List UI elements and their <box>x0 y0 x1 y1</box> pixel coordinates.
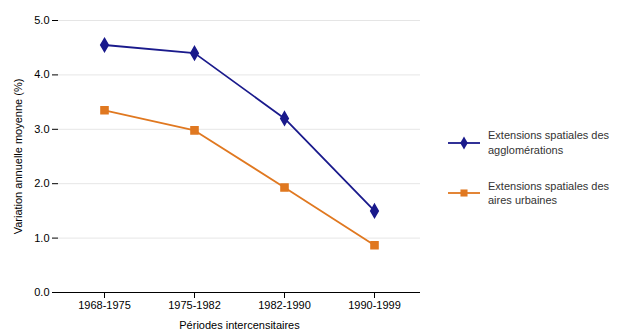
svg-text:2.0: 2.0 <box>34 177 49 189</box>
svg-text:1975-1982: 1975-1982 <box>168 299 221 311</box>
svg-text:1.0: 1.0 <box>34 232 49 244</box>
svg-text:4.0: 4.0 <box>34 68 49 80</box>
html-text:Extensions spatiales des aires: Extensions spatiales des aires urbaines <box>488 180 610 207</box>
svg-text:Périodes intercensitaires: Périodes intercensitaires <box>179 319 300 331</box>
svg-text:Variation annuelle moyenne (%): Variation annuelle moyenne (%) <box>12 79 24 235</box>
html-text:Extensions spatiales des agglo: Extensions spatiales des agglomérations <box>488 129 610 156</box>
svg-text:1982-1990: 1982-1990 <box>258 299 311 311</box>
svg-text:0.0: 0.0 <box>34 286 49 298</box>
svg-text:3.0: 3.0 <box>34 123 49 135</box>
svg-text:1990-1999: 1990-1999 <box>348 299 401 311</box>
svg-text:1968-1975: 1968-1975 <box>78 299 131 311</box>
svg-text:5.0: 5.0 <box>34 14 49 26</box>
